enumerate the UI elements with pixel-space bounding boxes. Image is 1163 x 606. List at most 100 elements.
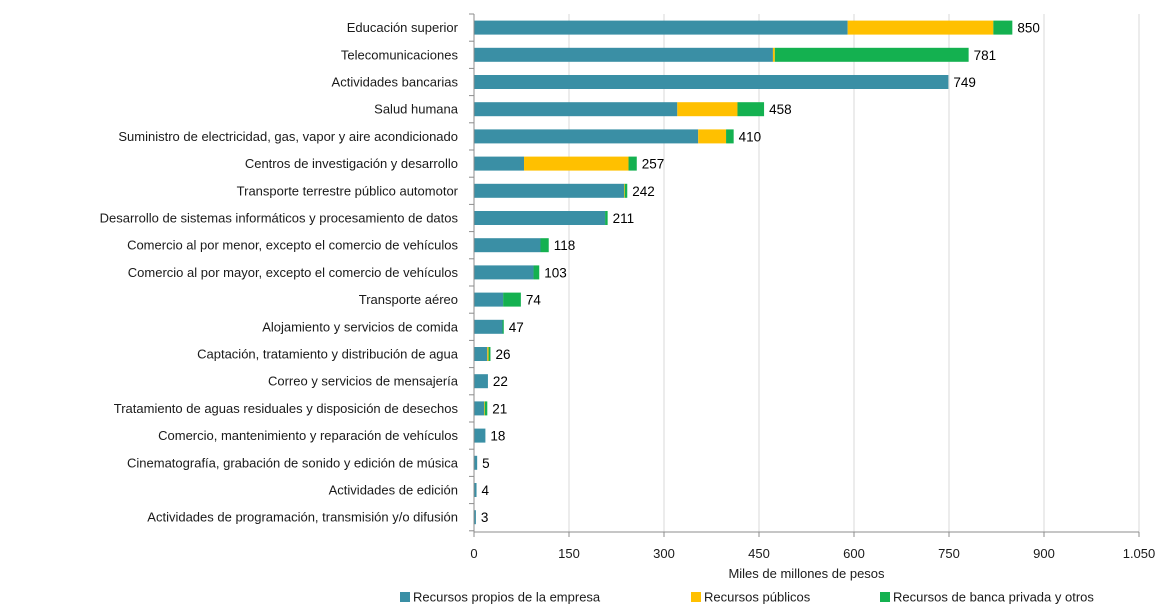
- grid-lines: [568, 14, 1140, 532]
- category-label: Comercio, mantenimiento y reparación de …: [158, 428, 458, 443]
- bar-s0-r16: [474, 455, 478, 470]
- category-label: Salud humana: [374, 102, 459, 117]
- bar-s0-r4: [474, 129, 699, 144]
- bar-s0-r5: [474, 156, 525, 171]
- bar-s1-r12: [487, 347, 489, 361]
- bar-s0-r7: [474, 211, 606, 225]
- bar-s2-r6: [624, 183, 628, 198]
- x-tick-label: 150: [558, 546, 580, 561]
- bar-s1-r4: [698, 129, 727, 144]
- category-label: Transporte aéreo: [359, 292, 458, 307]
- bar-s0-r6: [474, 183, 625, 198]
- bar-s0-r17: [474, 483, 477, 497]
- category-label: Captación, tratamiento y distribución de…: [197, 347, 459, 362]
- total-value-label: 26: [495, 347, 510, 362]
- total-value-label: 4: [482, 483, 490, 498]
- category-label: Transporte terrestre público automotor: [237, 183, 459, 198]
- bar-s2-r4: [726, 129, 734, 144]
- category-label: Comercio al por menor, excepto el comerc…: [127, 238, 458, 253]
- total-value-label: 5: [482, 456, 490, 471]
- legend: Recursos propios de la empresa Recursos p…: [400, 590, 1094, 605]
- total-value-label: 47: [509, 320, 524, 335]
- bar-s1-r1: [772, 47, 775, 62]
- x-axis-title: Miles de millones de pesos: [728, 566, 885, 581]
- category-label: Cinematografía, grabación de sonido y ed…: [127, 455, 459, 470]
- legend-label: Recursos de banca privada y otros: [893, 590, 1094, 605]
- bar-s0-r9: [474, 265, 534, 280]
- x-tick-label: 300: [653, 546, 675, 561]
- bar-s0-r8: [474, 238, 541, 253]
- bar-s0-r2: [474, 75, 949, 89]
- category-label: Desarrollo de sistemas informáticos y pr…: [100, 211, 459, 226]
- total-value-label: 257: [642, 157, 665, 172]
- legend-swatch: [880, 592, 890, 602]
- category-label: Actividades bancarias: [332, 75, 459, 90]
- bar-s2-r7: [605, 211, 608, 225]
- total-value-label: 74: [526, 293, 542, 308]
- category-label: Suministro de electricidad, gas, vapor y…: [118, 129, 458, 144]
- bar-s2-r12: [488, 347, 491, 361]
- total-value-label: 22: [493, 374, 508, 389]
- bar-s0-r12: [474, 347, 488, 361]
- total-value-label: 18: [490, 429, 505, 444]
- total-value-label: 458: [769, 102, 792, 117]
- total-value-label: 103: [544, 265, 567, 280]
- total-value-label: 781: [974, 48, 997, 63]
- bar-s0-r18: [474, 510, 476, 525]
- x-tick-label: 0: [470, 546, 477, 561]
- bar-s1-r3: [677, 102, 738, 117]
- axes: [469, 13, 1140, 537]
- bar-s1-r0: [847, 20, 994, 35]
- category-label: Comercio al por mayor, excepto el comerc…: [128, 265, 459, 280]
- bar-s2-r11: [502, 319, 504, 334]
- x-tick-label: 750: [938, 546, 960, 561]
- x-tick-label: 900: [1033, 546, 1055, 561]
- bar-s2-r0: [993, 20, 1013, 35]
- total-value-label: 21: [492, 401, 507, 416]
- total-value-label: 749: [953, 75, 976, 90]
- category-label: Actividades de programación, transmisión…: [147, 510, 458, 525]
- bar-s0-r15: [474, 428, 486, 443]
- total-value-label: 211: [613, 211, 635, 226]
- bar-s0-r3: [474, 102, 678, 117]
- bar-s2-r10: [503, 292, 521, 307]
- bar-s0-r13: [474, 374, 488, 389]
- category-label: Alojamiento y servicios de comida: [262, 319, 459, 334]
- bar-s2-r14: [484, 401, 488, 416]
- category-label: Actividades de edición: [329, 483, 458, 498]
- category-label: Centros de investigación y desarrollo: [245, 156, 458, 171]
- bar-s1-r14: [484, 401, 485, 416]
- bar-s0-r10: [474, 292, 504, 307]
- bar-s0-r1: [474, 47, 773, 62]
- x-tick-label: 1.050: [1123, 546, 1156, 561]
- total-value-label: 242: [632, 184, 655, 199]
- bar-s2-r9: [533, 265, 540, 280]
- legend-swatch: [400, 592, 410, 602]
- bar-s1-r5: [524, 156, 629, 171]
- bar-s1-r6: [624, 183, 625, 198]
- total-value-label: 850: [1017, 21, 1040, 36]
- bar-s2-r1: [774, 47, 969, 62]
- legend-label: Recursos propios de la empresa: [413, 590, 601, 605]
- total-value-label: 410: [739, 129, 762, 144]
- bar-s2-r8: [540, 238, 549, 253]
- legend-label: Recursos públicos: [704, 590, 811, 605]
- x-tick-label: 600: [843, 546, 865, 561]
- total-value-label: 118: [554, 238, 576, 253]
- x-tick-labels: 0 150 300 450 600 750 900 1.050: [470, 546, 1155, 561]
- category-labels: Educación superior Telecomunicaciones Acti…: [100, 20, 459, 525]
- category-label: Correo y servicios de mensajería: [268, 374, 459, 389]
- x-tick-label: 450: [748, 546, 770, 561]
- category-label: Telecomunicaciones: [341, 47, 459, 62]
- category-label: Tratamiento de aguas residuales y dispos…: [114, 401, 459, 416]
- bar-s2-r5: [628, 156, 637, 171]
- bar-s0-r11: [474, 319, 503, 334]
- bar-s2-r3: [737, 102, 765, 117]
- total-value-label: 3: [481, 510, 489, 525]
- bar-s0-r0: [474, 20, 848, 35]
- legend-swatch: [691, 592, 701, 602]
- bar-series: [474, 20, 1013, 525]
- category-label: Educación superior: [347, 20, 459, 35]
